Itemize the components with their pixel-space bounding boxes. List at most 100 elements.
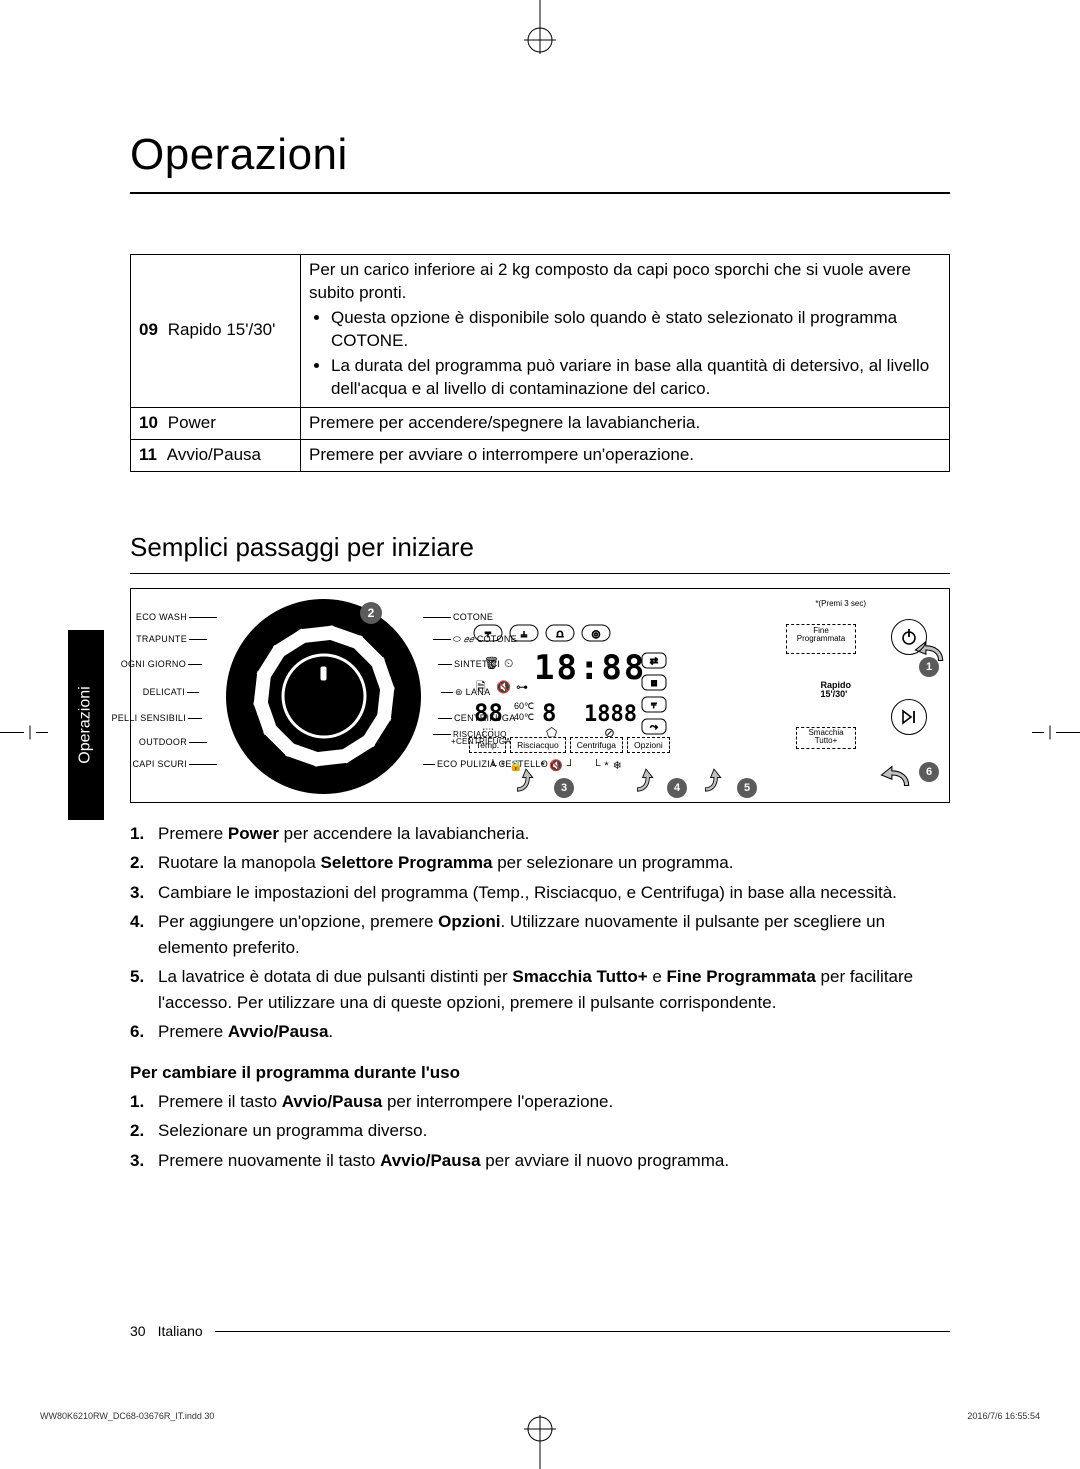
callout-badge-2: 2 bbox=[360, 602, 382, 624]
rapido-label: Rapido15'/30' bbox=[821, 681, 852, 699]
list-item: Cambiare le impostazioni del programma (… bbox=[130, 880, 950, 906]
svg-text:60℃: 60℃ bbox=[514, 701, 534, 711]
callout-badge-1: 1 bbox=[919, 657, 939, 677]
list-item: Premere nuovamente il tasto Avvio/Pausa … bbox=[130, 1148, 950, 1174]
hand-pointer-icon bbox=[509, 764, 543, 798]
program-dial: 2 bbox=[226, 599, 421, 794]
svg-text:🗑: 🗑 bbox=[484, 656, 499, 670]
svg-text:⫧: ⫧ bbox=[651, 700, 657, 711]
list-item: Premere Avvio/Pausa. bbox=[130, 1019, 950, 1045]
svg-text:⬚: ⬚ bbox=[482, 725, 494, 737]
page-title: Operazioni bbox=[130, 130, 950, 180]
list-item: La durata del programma può variare in b… bbox=[331, 355, 941, 401]
display-icon: ⫧ ⫨ ⩍ ◎ 🗑 ⏲ 🗎 🔇 ⊶ 18:88 bbox=[464, 617, 824, 737]
list-item: Ruotare la manopola Selettore Programma … bbox=[130, 850, 950, 876]
list-item: Premere il tasto Avvio/Pausa per interro… bbox=[130, 1089, 950, 1115]
subsection-heading: Per cambiare il programma durante l'uso bbox=[130, 1063, 950, 1083]
program-label: CAPI SCURI bbox=[132, 759, 219, 769]
option-button-row: Temp. Risciacquo Centrifuga Opzioni bbox=[469, 737, 670, 753]
row-name: Power bbox=[168, 413, 216, 432]
svg-text:⤳: ⤳ bbox=[650, 722, 658, 733]
program-label: ECO WASH bbox=[136, 612, 219, 622]
svg-text:40℃: 40℃ bbox=[514, 712, 534, 722]
row-number: 09 bbox=[139, 319, 163, 342]
page-footer: 30 Italiano bbox=[130, 1323, 950, 1339]
footer-language: Italiano bbox=[158, 1323, 203, 1339]
row-desc: Premere per accendere/spegnere la lavabi… bbox=[301, 407, 950, 439]
svg-text:⇄: ⇄ bbox=[650, 656, 658, 667]
temp-button: Temp. bbox=[469, 737, 506, 753]
opzioni-button: Opzioni bbox=[627, 737, 670, 753]
svg-text:🗎: 🗎 bbox=[476, 680, 486, 694]
section-heading: Semplici passaggi per iniziare bbox=[130, 532, 950, 563]
callout-badge-4: 4 bbox=[667, 778, 687, 798]
centrifuga-button: Centrifuga bbox=[570, 737, 623, 753]
section-rule bbox=[130, 573, 950, 574]
table-row: 09 Rapido 15'/30' Per un carico inferior… bbox=[131, 255, 950, 408]
svg-text:88: 88 bbox=[474, 699, 503, 727]
row-number: 11 bbox=[139, 444, 163, 467]
cropmark-bottom-icon bbox=[510, 1413, 570, 1469]
start-pause-button bbox=[891, 699, 927, 735]
program-label: PELLI SENSIBILI bbox=[111, 713, 204, 723]
svg-text:⧈: ⧈ bbox=[651, 678, 657, 689]
fine-programmata-box: FineProgrammata bbox=[786, 624, 856, 654]
list-item: Per aggiungere un'opzione, premere Opzio… bbox=[130, 909, 950, 960]
svg-text:◎: ◎ bbox=[592, 629, 601, 640]
play-pause-icon bbox=[900, 708, 918, 726]
callout-badge-5: 5 bbox=[737, 778, 757, 798]
hand-pointer-icon bbox=[873, 754, 915, 796]
svg-text:⫧: ⫧ bbox=[485, 628, 491, 640]
cropmark-top-icon bbox=[510, 0, 570, 56]
svg-text:⊘: ⊘ bbox=[604, 725, 615, 737]
program-label: TRAPUNTE bbox=[136, 634, 209, 644]
row-desc: Premere per avviare o interrompere un'op… bbox=[301, 439, 950, 471]
row-name: Rapido 15'/30' bbox=[168, 320, 276, 339]
title-rule bbox=[130, 192, 950, 194]
callout-badge-3: 3 bbox=[554, 778, 574, 798]
display-panel: *(Premi 3 sec) ⫧ ⫨ ⩍ ◎ 🗑 ⏲ 🗎 🔇 ⊶ bbox=[459, 599, 941, 792]
svg-text:⏲: ⏲ bbox=[504, 656, 513, 670]
list-item: Questa opzione è disponibile solo quando… bbox=[331, 307, 941, 353]
page-number: 30 bbox=[130, 1323, 146, 1339]
callout-badge-6: 6 bbox=[919, 762, 939, 782]
svg-text:⫨: ⫨ bbox=[521, 628, 527, 640]
list-item: Premere Power per accendere la lavabianc… bbox=[130, 821, 950, 847]
dial-knob bbox=[281, 654, 366, 739]
svg-text:8: 8 bbox=[542, 699, 556, 727]
print-mark-left: WW80K6210RW_DC68-03676R_IT.indd 30 bbox=[40, 1411, 214, 1421]
control-panel-diagram: 2 ECO WASH TRAPUNTE OGNI GIORNO DELICATI… bbox=[130, 588, 950, 803]
asterisk-note: *(Premi 3 sec) bbox=[815, 599, 866, 608]
steps-list: Premere Power per accendere la lavabianc… bbox=[130, 821, 950, 1045]
smacchia-box: SmacchiaTutto+ bbox=[796, 727, 856, 749]
hand-pointer-icon bbox=[697, 764, 731, 798]
side-tab: Operazioni bbox=[68, 630, 104, 820]
table-row: 11 Avvio/Pausa Premere per avviare o int… bbox=[131, 439, 950, 471]
footer-rule bbox=[215, 1331, 950, 1332]
svg-text:⬠: ⬠ bbox=[546, 725, 558, 737]
svg-text:⊶: ⊶ bbox=[516, 680, 528, 694]
risciacquo-button: Risciacquo bbox=[510, 737, 566, 753]
list-item: La lavatrice è dotata di due pulsanti di… bbox=[130, 964, 950, 1015]
svg-text:⩍: ⩍ bbox=[556, 628, 563, 640]
cropmark-right-icon bbox=[1032, 722, 1080, 747]
row-number: 10 bbox=[139, 412, 163, 435]
program-label: DELICATI bbox=[143, 687, 201, 697]
steps-list-2: Premere il tasto Avvio/Pausa per interro… bbox=[130, 1089, 950, 1174]
program-label: OUTDOOR bbox=[139, 737, 209, 747]
print-mark-right: 2016/7/6 16:55:54 bbox=[967, 1411, 1040, 1421]
list-item: Selezionare un programma diverso. bbox=[130, 1118, 950, 1144]
page: Operazioni Operazioni 09 Rapido 15'/30' … bbox=[0, 0, 1080, 1469]
program-label: OGNI GIORNO bbox=[121, 659, 204, 669]
row-name: Avvio/Pausa bbox=[167, 445, 261, 464]
svg-text:🔇: 🔇 bbox=[496, 680, 511, 694]
svg-text:18:88: 18:88 bbox=[534, 648, 646, 688]
operations-table: 09 Rapido 15'/30' Per un carico inferior… bbox=[130, 254, 950, 472]
table-row: 10 Power Premere per accendere/spegnere … bbox=[131, 407, 950, 439]
content-area: Operazioni 09 Rapido 15'/30' Per un cari… bbox=[130, 130, 950, 1177]
row-desc: Per un carico inferiore ai 2 kg composto… bbox=[301, 255, 950, 408]
svg-text:1888: 1888 bbox=[584, 702, 637, 727]
side-tab-label: Operazioni bbox=[77, 686, 95, 763]
hand-pointer-icon bbox=[629, 764, 663, 798]
cropmark-left-icon bbox=[0, 722, 48, 747]
